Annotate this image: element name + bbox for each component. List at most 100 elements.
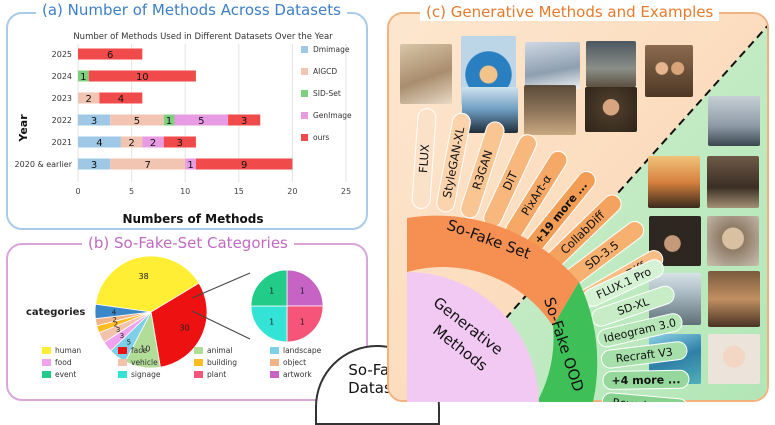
x-tick-label: 0 bbox=[75, 187, 80, 196]
petal-shape bbox=[411, 108, 437, 209]
legend-swatch bbox=[42, 347, 51, 354]
bar-value-label: 1 bbox=[166, 116, 172, 127]
legend-label: Dmimage bbox=[313, 45, 350, 54]
y-tick-label: 2024 bbox=[52, 72, 72, 81]
bar-segment bbox=[78, 70, 89, 82]
legend-label: signage bbox=[131, 370, 161, 379]
panel-b-title: (b) So-Fake-Set Categories bbox=[82, 234, 294, 252]
petal-shape bbox=[597, 313, 683, 348]
pie-slice-label: 3 bbox=[120, 332, 124, 340]
legend-label: AIGCD bbox=[313, 67, 337, 76]
y-tick-label: 2021 bbox=[52, 138, 72, 147]
bar-value-label: 2 bbox=[128, 138, 134, 149]
example-image-kids-snow bbox=[525, 42, 580, 89]
method-name: FLUX bbox=[416, 144, 432, 174]
chart-title: Number of Methods Used in Different Data… bbox=[73, 32, 333, 42]
legend-swatch bbox=[301, 68, 308, 75]
example-image-kids-drawing bbox=[400, 44, 452, 104]
methods-bar-chart: Number of Methods Used in Different Data… bbox=[15, 32, 353, 226]
legend-label: landscape bbox=[283, 346, 322, 355]
pie-slice-label: 1 bbox=[269, 317, 274, 326]
chart-bars: 6 1 10 2 4 3 5 1 5 3 4 2 2 3 3 7 1 9 bbox=[78, 48, 293, 171]
x-tick-label: 15 bbox=[234, 187, 244, 196]
bar-segment bbox=[78, 114, 111, 126]
bar-value-label: 7 bbox=[144, 160, 150, 171]
pie-connector-bottom bbox=[191, 310, 251, 340]
y-tick-label: 2025 bbox=[52, 50, 72, 59]
bar-value-label: 1 bbox=[187, 160, 193, 171]
legend-swatch bbox=[270, 371, 279, 378]
legend-label: plant bbox=[207, 370, 226, 379]
pie-slice-label: 1 bbox=[269, 287, 274, 296]
bar-segment bbox=[142, 136, 164, 148]
chart-y-tick-labels: 2025 2024 2023 2022 2021 2020 & earlier bbox=[15, 50, 73, 169]
bar-segment bbox=[110, 158, 186, 170]
pie-slice bbox=[150, 282, 208, 368]
bar-value-label: 5 bbox=[134, 116, 140, 127]
bar-segment bbox=[174, 114, 229, 126]
so-fake-ood-arc bbox=[537, 282, 598, 402]
pie-slice bbox=[94, 303, 152, 320]
bar-value-label: 9 bbox=[241, 160, 247, 171]
bar-value-label: 3 bbox=[91, 160, 97, 171]
legend-swatch bbox=[301, 134, 308, 141]
pie-slice bbox=[250, 269, 288, 307]
example-image-baby bbox=[708, 334, 760, 384]
legend-swatch bbox=[270, 359, 279, 366]
legend-swatch bbox=[42, 371, 51, 378]
legend-swatch bbox=[118, 347, 127, 354]
bar-value-label: 2 bbox=[150, 138, 156, 149]
legend-label: GenImage bbox=[313, 111, 352, 120]
pie-slice bbox=[250, 305, 288, 343]
bar-value-label: 10 bbox=[136, 72, 149, 83]
sub-pie: 1 1 1 1 bbox=[250, 269, 324, 343]
pie-slice-label: 5 bbox=[127, 339, 131, 347]
ood-method-petal: Reve Image bbox=[601, 392, 689, 402]
ood-method-petal: Recraft V3 bbox=[600, 341, 688, 369]
x-tick-label: 10 bbox=[180, 187, 190, 196]
chart-x-axis-label: Numbers of Methods bbox=[122, 212, 263, 226]
petal-shape bbox=[460, 121, 505, 219]
bar-segment bbox=[185, 158, 196, 170]
bar-value-label: 4 bbox=[96, 138, 102, 149]
legend-swatch bbox=[118, 359, 127, 366]
bar-value-label: 4 bbox=[118, 94, 124, 105]
so-fake-set-arc bbox=[407, 215, 579, 326]
generative-methods-core bbox=[407, 272, 539, 402]
divider-dashed-line bbox=[431, 24, 767, 400]
legend-swatch bbox=[42, 359, 51, 366]
example-image-cat bbox=[707, 216, 759, 266]
petal-shape bbox=[602, 369, 690, 390]
bar-segment bbox=[88, 70, 196, 82]
pie-slice-label: 3 bbox=[116, 326, 120, 334]
bar-segment bbox=[110, 114, 164, 126]
bar-segment bbox=[163, 136, 196, 148]
x-tick-label: 25 bbox=[341, 187, 351, 196]
example-image-sunset-city bbox=[648, 156, 700, 208]
panel-a-title: (a) Number of Methods Across Datasets bbox=[36, 1, 347, 19]
pie-slice bbox=[286, 305, 324, 343]
example-image-train-station bbox=[586, 41, 636, 87]
chart-legend: Dmimage AIGCD SID-Set GenImage ours bbox=[301, 45, 352, 142]
chart-y-axis-label: Year bbox=[17, 114, 30, 143]
bar-segment bbox=[228, 114, 261, 126]
method-name: +4 more ... bbox=[611, 373, 680, 387]
legend-title: categories bbox=[26, 307, 85, 318]
legend-swatch bbox=[118, 371, 127, 378]
example-image-award-event bbox=[707, 156, 759, 208]
pie-slice-label: 2 bbox=[112, 316, 116, 324]
legend-label: vehicle bbox=[131, 358, 158, 367]
legend-label: ours bbox=[313, 133, 329, 142]
pie-slice-label: 1 bbox=[300, 317, 305, 326]
pie-slice-label: 2 bbox=[114, 320, 118, 328]
example-image-kitchen bbox=[524, 85, 576, 135]
example-image-group-dinner bbox=[708, 271, 760, 327]
petal-shape bbox=[600, 341, 688, 369]
pie-legend: human face animal landscape food vehicle build… bbox=[42, 346, 322, 379]
bar-segment bbox=[195, 158, 293, 170]
y-tick-label: 2023 bbox=[52, 94, 72, 103]
pie-connector-top bbox=[191, 272, 251, 299]
legend-label: building bbox=[207, 358, 237, 367]
